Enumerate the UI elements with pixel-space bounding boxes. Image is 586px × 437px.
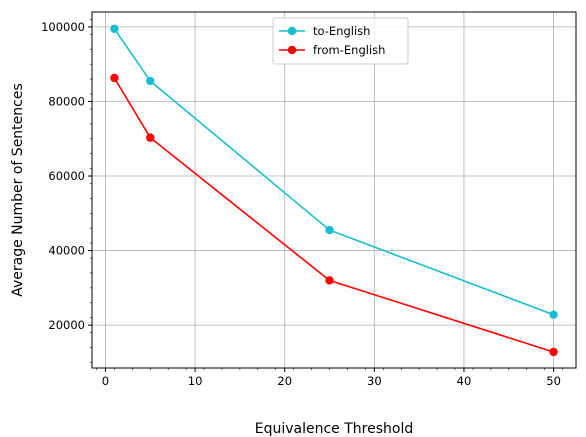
x-tick-label: 20 xyxy=(277,374,292,388)
legend-label-to-english: to-English xyxy=(313,24,370,38)
y-tick-label: 80000 xyxy=(48,94,85,108)
series-layer xyxy=(110,24,558,357)
grid-lines xyxy=(92,12,576,368)
y-axis-label: Average Number of Sentences xyxy=(10,83,26,297)
y-tick-label: 40000 xyxy=(48,244,85,258)
x-tick-label: 0 xyxy=(102,374,109,388)
y-tick-label: 100000 xyxy=(41,20,85,34)
data-point-to-english xyxy=(325,225,334,235)
legend-label-from-english: from-English xyxy=(313,43,385,57)
x-tick-label: 30 xyxy=(367,374,382,388)
x-tick-label: 50 xyxy=(546,374,561,388)
axis-ticks xyxy=(88,19,563,372)
legend: to-English from-English xyxy=(272,17,409,65)
series-line-to-english xyxy=(113,28,554,316)
series-line-from-english xyxy=(113,77,554,353)
data-point-to-english xyxy=(146,76,155,86)
legend-box xyxy=(272,17,409,65)
y-tick-label: 60000 xyxy=(48,169,85,183)
data-point-from-english xyxy=(110,73,119,83)
legend-marker-to-english xyxy=(287,26,297,36)
y-tick-label: 20000 xyxy=(48,318,85,332)
tick-labels: 0 10 20 30 40 50 20000 40000 60000 80000 100000 xyxy=(41,20,561,388)
data-point-from-english xyxy=(146,133,155,142)
data-point-from-english xyxy=(325,276,334,285)
data-point-to-english xyxy=(110,24,119,33)
data-point-from-english xyxy=(549,347,558,357)
x-axis-label: Equivalence Threshold xyxy=(255,421,414,437)
legend-marker-from-english xyxy=(287,45,297,55)
x-tick-label: 40 xyxy=(457,374,472,388)
data-point-to-english xyxy=(549,310,558,319)
plot-frame xyxy=(91,11,577,369)
x-tick-label: 10 xyxy=(188,374,203,388)
